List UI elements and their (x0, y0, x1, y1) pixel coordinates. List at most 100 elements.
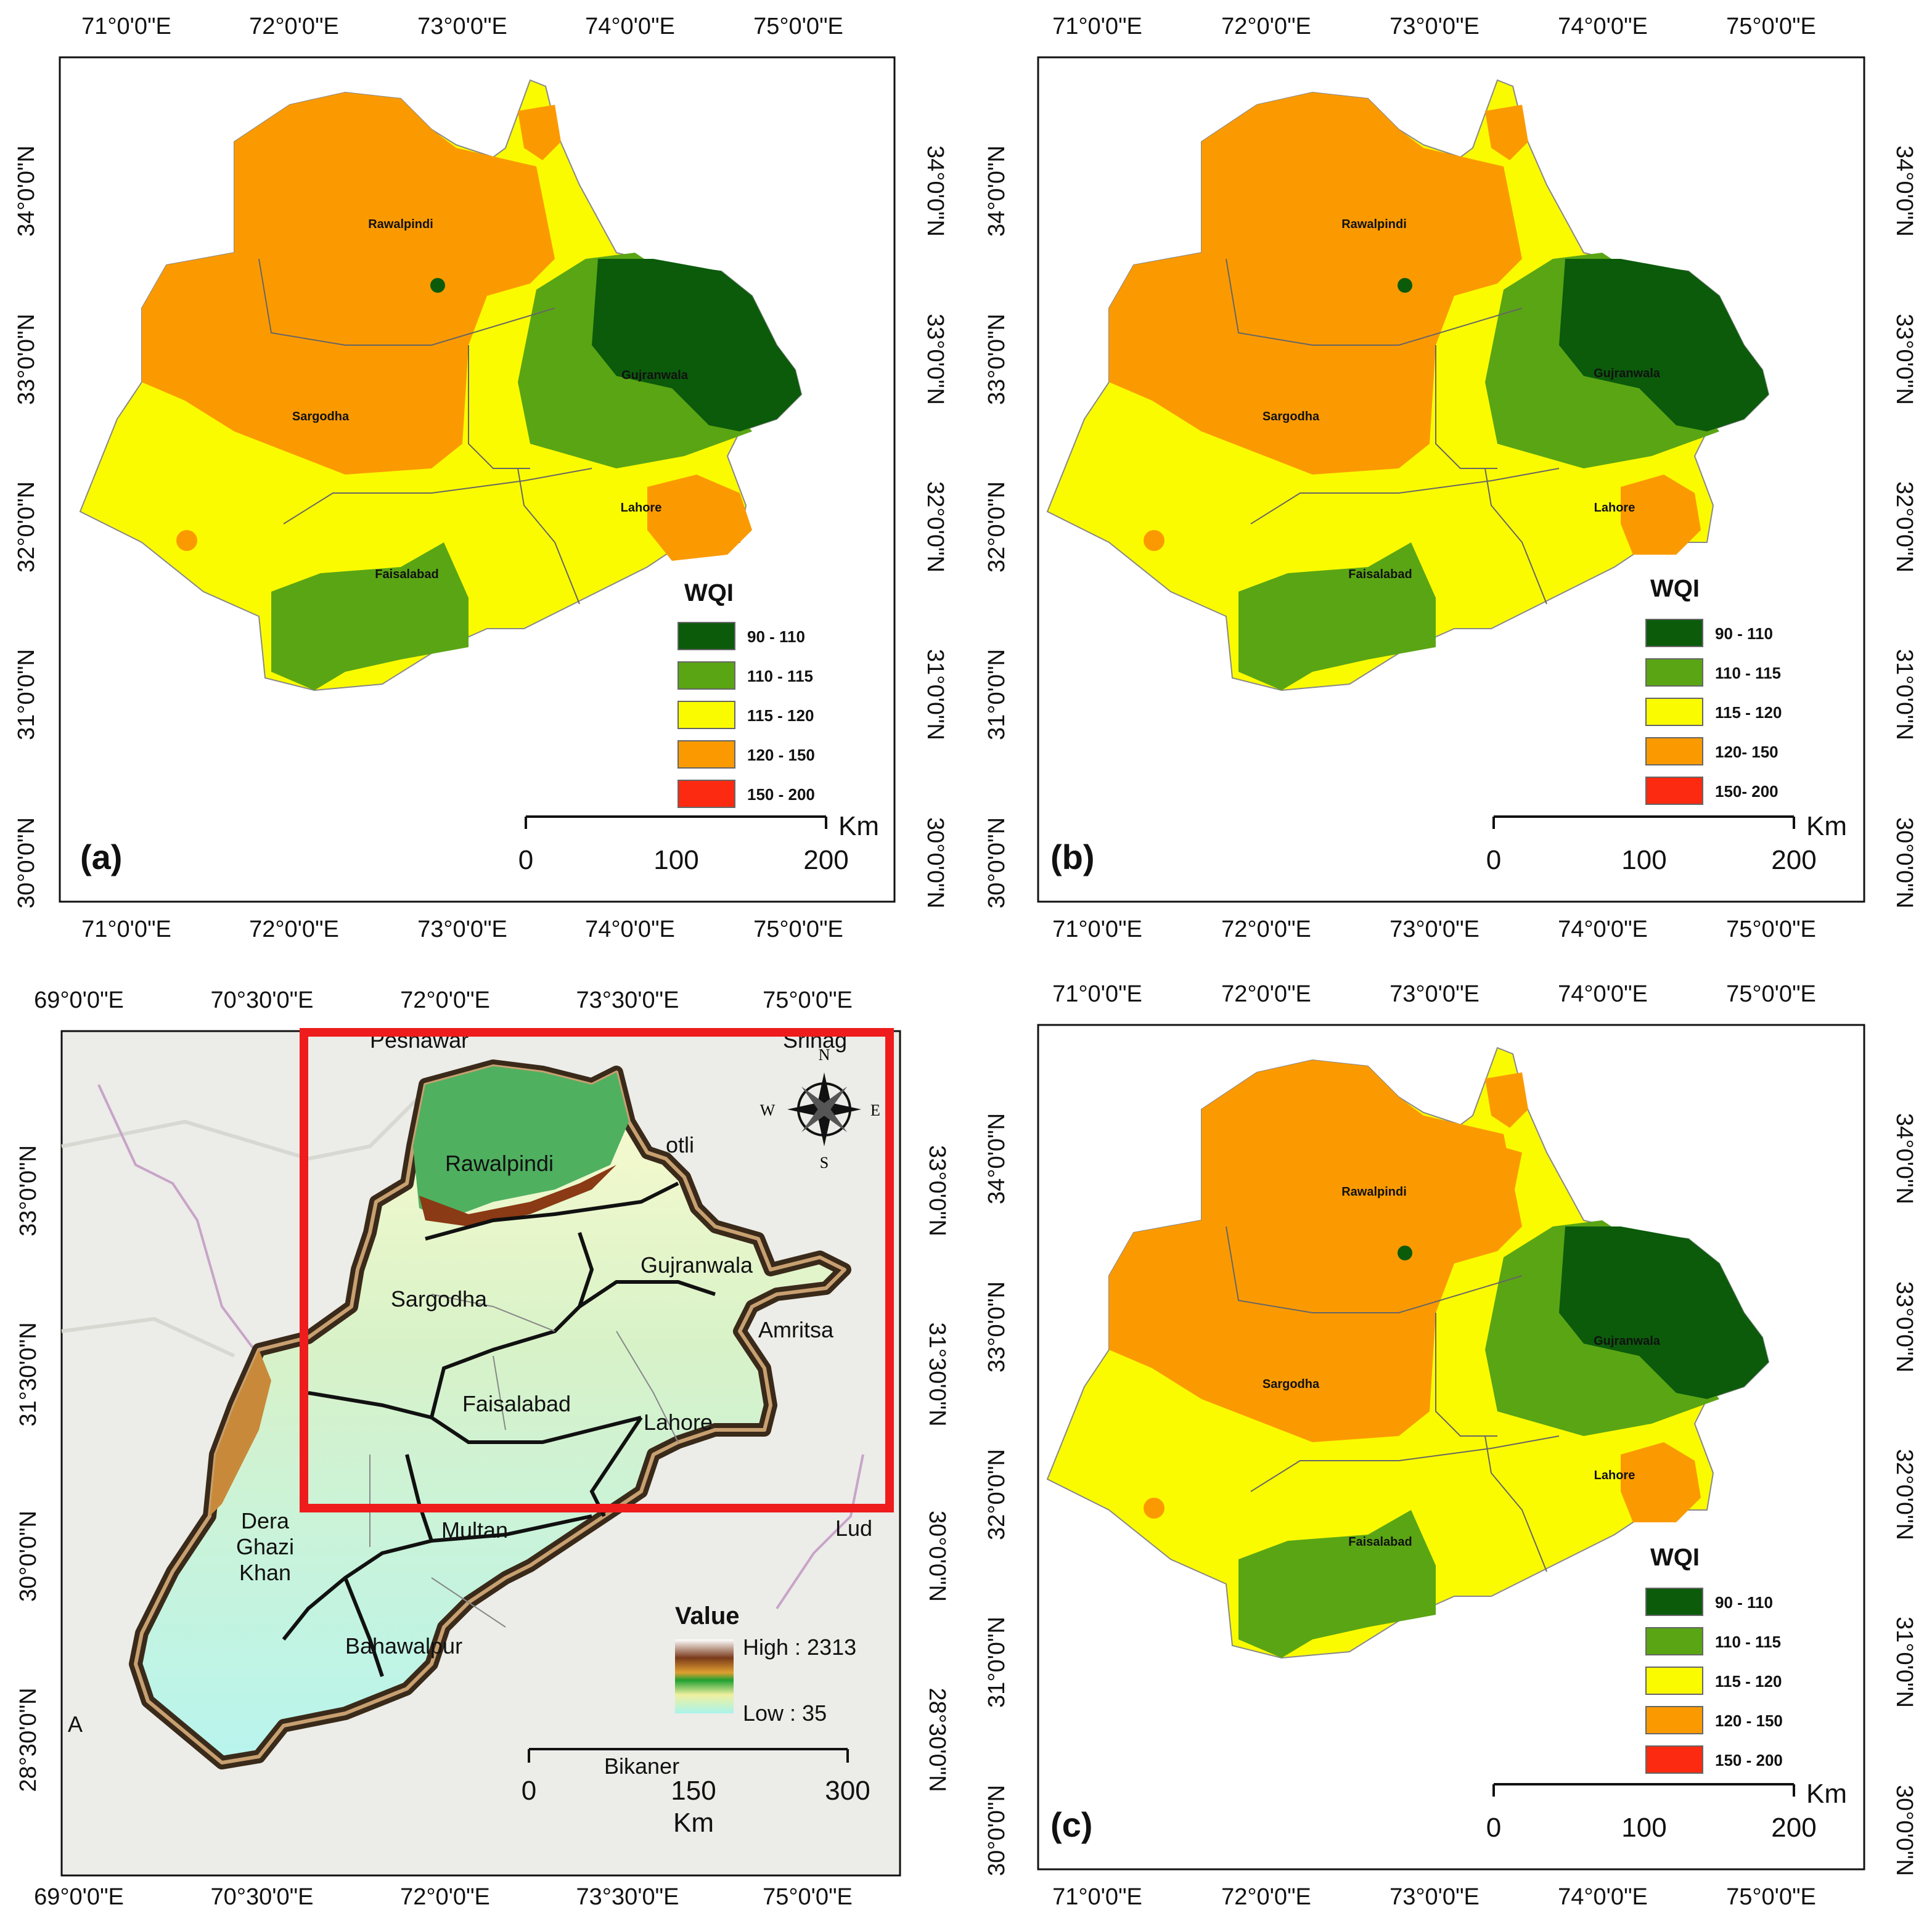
legend-label: 110 - 115 (1715, 1633, 1781, 1651)
legend-label: 120- 150 (1715, 743, 1779, 761)
bottom-ticks: 71°0'0"E 72°0'0"E 73°0'0"E 74°0'0"E 75°0… (1052, 1884, 1816, 1910)
legend-label: 115 - 120 (1715, 703, 1782, 722)
scale-tick: 0 (1486, 1813, 1501, 1843)
legend: WQI 90 - 110 110 - 115 115 - 120 120 - 1… (677, 579, 815, 808)
wqi-zone-110-115 (271, 542, 469, 690)
panel-study-area: Peshawar Srinag otli Amritsa Lud Bikaner… (0, 961, 966, 1926)
elevation-ramp (675, 1639, 734, 1713)
top-ticks: 71°0'0"E 72°0'0"E 73°0'0"E 74°0'0"E 75°0… (1052, 14, 1816, 39)
legend-label: 115 - 120 (747, 706, 814, 725)
legend-label: 90 - 110 (747, 627, 805, 646)
lat-tick: 31°0'0"N (984, 649, 1010, 740)
wqi-zone-90-110 (1559, 259, 1769, 431)
division-label: Rawalpindi (445, 1151, 554, 1176)
scale-tick: 200 (803, 845, 848, 875)
lon-tick: 74°0'0"E (1558, 916, 1648, 942)
lon-tick: 72°0'0"E (1221, 981, 1311, 1007)
lon-tick: 70°30'0"E (211, 987, 314, 1013)
city-label: Lahore (1594, 1469, 1635, 1482)
wqi-zone-120-150 (1621, 1442, 1701, 1522)
lat-tick: 33°0'0"N (1891, 314, 1917, 405)
scale-bar: Km 0 100 200 (1486, 811, 1847, 875)
scale-tick: 100 (653, 845, 698, 875)
division-label: Gujranwala (641, 1252, 753, 1278)
legend-label: 110 - 115 (1715, 664, 1781, 682)
lat-tick: 28°30'0"N (924, 1687, 950, 1792)
lon-tick: 71°0'0"E (1052, 981, 1142, 1007)
city-label: Gujranwala (1594, 367, 1661, 380)
panel-label: (a) (80, 838, 122, 876)
wqi-map: Rawalpindi Sargodha Gujranwala Lahore Fa… (1046, 1047, 1770, 1659)
lon-tick: 71°0'0"E (1052, 916, 1142, 942)
division-boundaries (1226, 1226, 1560, 1572)
scale-bar: Km 0 100 200 (518, 811, 879, 875)
lon-tick: 73°0'0"E (1390, 1884, 1480, 1910)
division-boundaries (258, 258, 592, 605)
lat-tick: 30°0'0"N (15, 1511, 41, 1602)
scale-bar: 0 150 300 Km (522, 1748, 870, 1838)
lon-tick: 73°0'0"E (1390, 14, 1480, 39)
city-label: Sargodha (1263, 1377, 1320, 1391)
lon-tick: 71°0'0"E (1052, 14, 1142, 39)
legend-swatch (1645, 1627, 1703, 1655)
legend-title: WQI (684, 579, 734, 606)
city-label: Faisalabad (375, 568, 438, 581)
lat-tick: 30°0'0"N (924, 1511, 950, 1602)
lon-tick: 72°0'0"E (249, 14, 339, 39)
division-label: Faisalabad (462, 1391, 571, 1416)
panel-b: 71°0'0"E 72°0'0"E 73°0'0"E 74°0'0"E 75°0… (966, 0, 1932, 961)
place-label: A (68, 1712, 83, 1737)
lat-tick: 34°0'0"N (984, 1113, 1010, 1204)
legend-label: 115 - 120 (1715, 1672, 1782, 1691)
lat-tick: 34°0'0"N (1891, 1113, 1917, 1204)
legend-swatch (1645, 698, 1703, 726)
lat-tick: 33°0'0"N (922, 314, 948, 405)
lon-tick: 75°0'0"E (1726, 14, 1816, 39)
legend: WQI 90 - 110 110 - 115 115 - 120 120- 15… (1645, 575, 1782, 805)
lon-tick: 72°0'0"E (249, 916, 339, 942)
legend-swatch (677, 780, 735, 808)
division-label: Bahawalpur (345, 1633, 462, 1659)
lon-tick: 69°0'0"E (34, 1884, 124, 1910)
city-label: Rawalpindi (1341, 1185, 1407, 1199)
lon-tick: 71°0'0"E (81, 14, 171, 39)
scale-tick: 0 (522, 1776, 536, 1806)
wqi-spot (1144, 1498, 1165, 1519)
place-label: Bikaner (604, 1753, 679, 1779)
legend-label: 120 - 150 (747, 746, 815, 764)
lon-tick: 75°0'0"E (753, 14, 843, 39)
legend-swatch (1645, 658, 1703, 687)
lat-tick: 31°0'0"N (1891, 1617, 1917, 1708)
legend-label: 90 - 110 (1715, 1593, 1773, 1612)
left-ticks: 33°0'0"N 31°30'0"N 30°0'0"N 28°30'0"N (15, 1145, 41, 1792)
lon-tick: 73°0'0"E (1390, 981, 1480, 1007)
lat-tick: 31°0'0"N (922, 649, 948, 740)
division-label: Multan (441, 1517, 508, 1543)
lon-tick: 71°0'0"E (1052, 1884, 1142, 1910)
scale-tick: 0 (518, 845, 533, 875)
lat-tick: 32°0'0"N (1891, 1449, 1917, 1540)
lon-tick: 73°0'0"E (417, 916, 507, 942)
scale-unit: Km (1806, 1779, 1847, 1809)
legend-label: 150 - 200 (1715, 1751, 1783, 1769)
left-ticks: 34°0'0"N 33°0'0"N 32°0'0"N 31°0'0"N 30°0… (984, 145, 1010, 908)
scale-tick: 0 (1486, 845, 1501, 875)
border-line (776, 1454, 864, 1610)
right-ticks: 34°0'0"N 33°0'0"N 32°0'0"N 31°0'0"N 30°0… (922, 145, 948, 908)
rawalpindi-relief (413, 1066, 629, 1220)
wqi-zone-90-110 (592, 259, 801, 431)
wqi-map: Rawalpindi Sargodha Gujranwala Lahore Fa… (1046, 79, 1770, 692)
scale-tick: 200 (1771, 845, 1816, 875)
lat-tick: 30°0'0"N (14, 817, 39, 908)
wqi-spot (430, 278, 445, 293)
lat-tick: 33°0'0"N (984, 314, 1010, 405)
division-label: Sargodha (391, 1286, 488, 1312)
division-label: Lahore (644, 1410, 713, 1435)
lon-tick: 75°0'0"E (1726, 1884, 1816, 1910)
lat-tick: 33°0'0"N (1891, 1281, 1917, 1373)
lon-tick: 72°0'0"E (400, 1884, 490, 1910)
lat-tick: 33°0'0"N (924, 1145, 950, 1236)
city-label: Lahore (621, 501, 662, 515)
division-label: Dera (241, 1508, 290, 1533)
city-label: Faisalabad (1348, 1535, 1412, 1549)
